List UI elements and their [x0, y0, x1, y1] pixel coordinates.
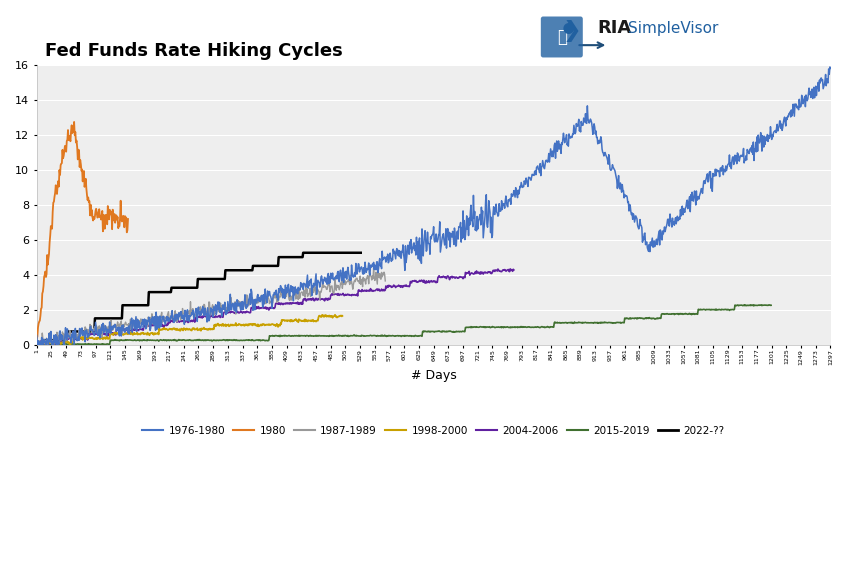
2004-2006	[470, 269, 480, 275]
Text: SimpleVisor: SimpleVisor	[628, 21, 718, 36]
2015-2019	[418, 328, 428, 335]
1998-2000	[338, 312, 348, 319]
1998-2000	[31, 339, 42, 345]
1980	[69, 118, 79, 125]
Line: 2015-2019: 2015-2019	[36, 305, 771, 345]
2004-2006	[148, 322, 159, 329]
2015-2019	[45, 341, 55, 348]
2015-2019	[156, 336, 166, 343]
1976-1980	[31, 332, 42, 339]
X-axis label: # Days: # Days	[410, 369, 456, 382]
Text: ❯: ❯	[563, 20, 582, 42]
2022-??	[98, 315, 109, 321]
1987-1989	[369, 265, 379, 271]
1987-1989	[240, 298, 250, 305]
2015-2019	[433, 328, 444, 335]
1976-1980	[583, 117, 594, 124]
FancyBboxPatch shape	[541, 17, 583, 57]
1976-1980	[825, 64, 835, 71]
2015-2019	[31, 340, 42, 347]
1987-1989	[80, 324, 90, 331]
2022-??	[172, 284, 182, 291]
2022-??	[31, 341, 42, 348]
1976-1980	[536, 164, 546, 171]
1998-2000	[282, 317, 293, 324]
1987-1989	[380, 278, 390, 284]
2022-??	[355, 249, 365, 256]
1980	[95, 213, 105, 220]
Text: 🦅: 🦅	[557, 28, 566, 46]
2015-2019	[766, 302, 776, 309]
2022-??	[340, 249, 350, 256]
2004-2006	[159, 322, 170, 329]
2004-2006	[480, 269, 490, 275]
2004-2006	[505, 266, 516, 273]
2022-??	[89, 328, 99, 335]
2015-2019	[739, 302, 750, 308]
Line: 1998-2000: 1998-2000	[36, 315, 343, 344]
1980	[108, 207, 118, 213]
2015-2019	[280, 332, 290, 339]
1976-1980	[825, 65, 835, 72]
Text: RIA: RIA	[598, 19, 632, 38]
1987-1989	[41, 339, 51, 345]
1987-1989	[36, 338, 46, 345]
2004-2006	[509, 266, 519, 273]
1998-2000	[179, 325, 189, 332]
1976-1980	[32, 341, 42, 348]
1980	[123, 216, 133, 222]
1998-2000	[330, 311, 340, 318]
1976-1980	[412, 250, 422, 257]
1987-1989	[159, 315, 170, 322]
1998-2000	[198, 325, 208, 332]
Line: 2022-??: 2022-??	[36, 253, 360, 345]
1976-1980	[225, 306, 235, 313]
1980	[68, 126, 78, 133]
Text: Fed Funds Rate Hiking Cycles: Fed Funds Rate Hiking Cycles	[45, 43, 343, 60]
1980	[80, 180, 90, 187]
2004-2006	[476, 269, 486, 275]
1998-2000	[177, 326, 187, 333]
2015-2019	[130, 336, 140, 343]
Line: 1980: 1980	[36, 122, 128, 339]
2022-??	[278, 254, 288, 261]
2015-2019	[351, 332, 361, 339]
1987-1989	[63, 335, 73, 341]
1998-2000	[215, 323, 225, 329]
1976-1980	[210, 307, 220, 314]
2022-??	[298, 249, 309, 256]
1980	[31, 335, 42, 342]
2022-??	[238, 267, 248, 274]
Legend: 1976-1980, 1980, 1987-1989, 1998-2000, 2004-2006, 2015-2019, 2022-??: 1976-1980, 1980, 1987-1989, 1998-2000, 2…	[138, 422, 729, 440]
1976-1980	[561, 131, 572, 138]
Line: 2004-2006: 2004-2006	[36, 269, 514, 345]
1980	[62, 138, 72, 145]
Line: 1976-1980: 1976-1980	[36, 67, 830, 345]
1980	[84, 199, 94, 205]
2004-2006	[31, 340, 42, 347]
2004-2006	[34, 341, 44, 348]
2004-2006	[234, 310, 244, 316]
1998-2000	[65, 341, 75, 348]
1987-1989	[31, 341, 42, 348]
1998-2000	[332, 313, 342, 320]
Text: •: •	[559, 17, 577, 46]
Line: 1987-1989: 1987-1989	[36, 268, 385, 345]
